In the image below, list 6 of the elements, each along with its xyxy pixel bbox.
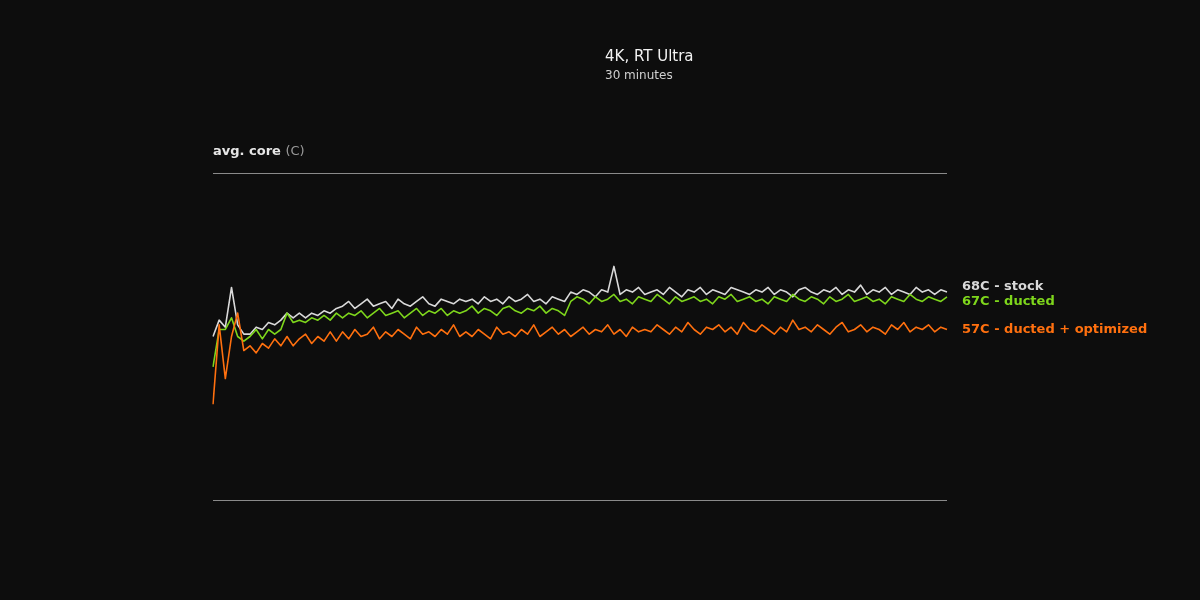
series-label: 57C - ducted + optimized	[962, 320, 1148, 336]
chart-subtitle: 30 minutes	[605, 68, 673, 83]
chart-title: 4K, RT Ultra	[605, 46, 694, 65]
text: avg. core (C)	[213, 143, 305, 159]
series-label: 68C - stock	[962, 278, 1044, 294]
series-label: 67C - ducted	[962, 293, 1055, 309]
